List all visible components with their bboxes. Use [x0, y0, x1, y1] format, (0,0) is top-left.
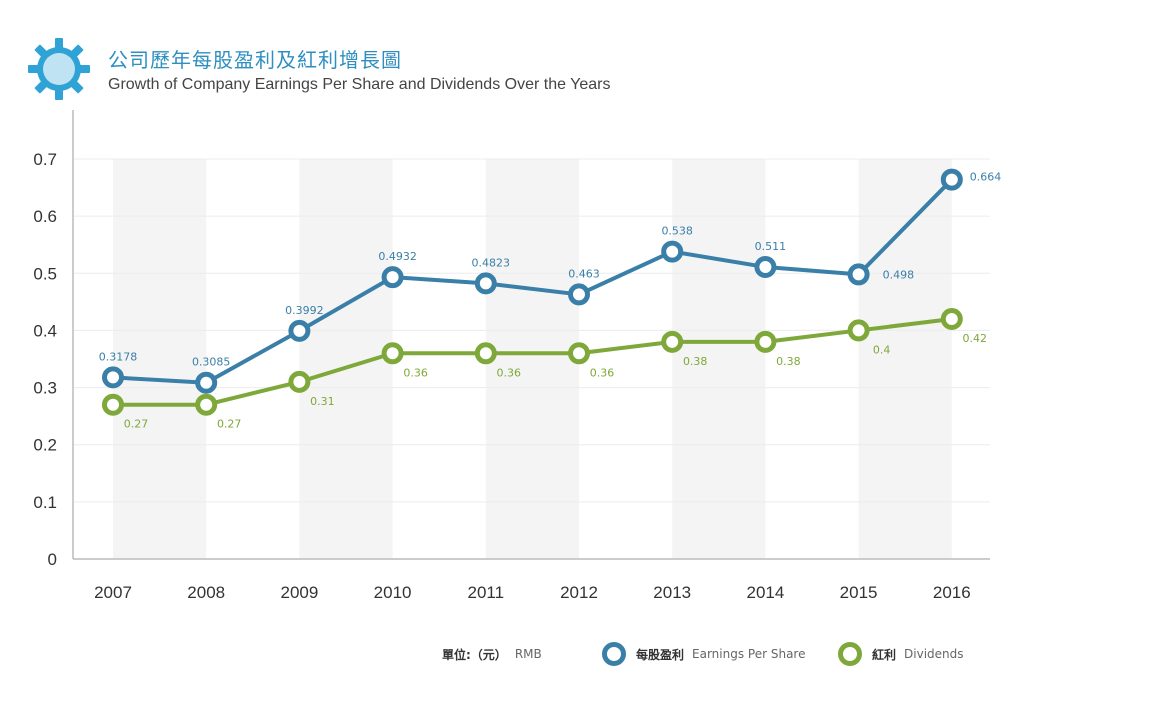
dividends-data-point [754, 330, 777, 353]
y-tick-label: 0.6 [33, 207, 57, 226]
x-tick-label: 2012 [560, 583, 598, 602]
dividends-data-label: 0.36 [497, 366, 522, 379]
chart-title-en: Growth of Company Earnings Per Share and… [108, 76, 611, 93]
y-tick-label: 0.3 [33, 379, 57, 398]
eps-data-label: 0.3992 [285, 304, 324, 317]
series-layer: 0.3178 0.3085 0.3992 0.4932 0.4823 0.463 0.538… [99, 168, 1002, 431]
background-band [672, 159, 766, 559]
axes [72, 110, 990, 560]
legend-div-zh: 紅利 [872, 647, 897, 662]
eps-data-point [568, 283, 590, 306]
x-tick-label: 2008 [187, 583, 225, 602]
eps-data-point [847, 263, 870, 286]
background-band [858, 159, 952, 559]
y-tick-label: 0.1 [33, 493, 57, 512]
dividends-data-label: 0.27 [124, 418, 149, 431]
dividends-data-point [102, 393, 124, 416]
gear-icon [28, 38, 90, 100]
eps-data-point [102, 366, 124, 389]
eps-series-line [112, 178, 954, 385]
dividends-data-point [940, 308, 963, 330]
eps-data-label: 0.3085 [192, 356, 231, 369]
y-tick-label: 0 [48, 550, 57, 569]
dividends-data-label: 0.27 [217, 418, 242, 431]
dividends-data-label: 0.38 [683, 355, 708, 368]
y-tick-label: 0.5 [33, 264, 57, 283]
eps-data-label: 0.664 [970, 171, 1002, 184]
eps-data-label: 0.4932 [378, 250, 417, 263]
eps-data-point [661, 240, 684, 263]
x-tick-label: 2010 [374, 583, 412, 602]
eps-data-point [940, 168, 963, 191]
chart-title-zh: 公司歷年每股盈利及紅利增長圖 [108, 48, 402, 72]
eps-data-label: 0.538 [661, 225, 693, 238]
dividends-data-point [474, 342, 497, 365]
eps-data-label: 0.4823 [472, 256, 511, 269]
dividends-data-point [381, 342, 404, 365]
chart-header: 公司歷年每股盈利及紅利增長圖 Growth of Company Earning… [28, 38, 728, 102]
x-tick-labels: 2007 2008 2009 2010 2011 2012 2013 2014 2015 2016 [94, 583, 971, 602]
x-tick-label: 2015 [840, 583, 878, 602]
eps-data-point [288, 319, 311, 342]
unit-label-zh: 單位:（元） [442, 647, 507, 662]
y-tick-label: 0.7 [33, 150, 57, 169]
eps-data-label: 0.3178 [99, 350, 138, 363]
x-tick-label: 2009 [280, 583, 318, 602]
dividends-data-label: 0.42 [963, 332, 988, 345]
background-band [485, 159, 579, 559]
y-tick-label: 0.2 [33, 436, 57, 455]
dividends-data-point [661, 330, 684, 353]
x-tick-label: 2007 [94, 583, 132, 602]
dividends-series-line [113, 317, 953, 407]
background-bands [113, 159, 952, 559]
eps-data-label: 0.511 [755, 240, 787, 253]
dividends-data-label: 0.36 [590, 366, 615, 379]
eps-data-point [195, 371, 218, 394]
dividends-data-label: 0.38 [776, 355, 801, 368]
dividends-data-label: 0.31 [310, 395, 335, 408]
dividends-data-point [568, 342, 590, 365]
eps-data-label: 0.498 [883, 268, 915, 281]
legend-div-en: Dividends [904, 647, 964, 661]
legend-item-eps: 每股盈利 Earnings Per Share [602, 640, 805, 668]
unit-label-en: RMB [514, 647, 542, 661]
dividends-data-point [847, 319, 870, 342]
y-tick-labels: 0 0.1 0.2 0.3 0.4 0.5 0.6 0.7 [33, 150, 57, 569]
legend-eps-zh: 每股盈利 [636, 647, 685, 662]
legend-eps-en: Earnings Per Share [692, 647, 806, 661]
dividends-data-point [288, 370, 311, 393]
x-tick-label: 2016 [933, 583, 971, 602]
eps-ring-icon [602, 642, 626, 666]
x-tick-label: 2011 [468, 583, 505, 602]
legend-item-dividends: 紅利 Dividends [838, 640, 964, 668]
eps-data-point [754, 256, 777, 278]
x-tick-label: 2013 [653, 583, 691, 602]
y-tick-label: 0.4 [33, 321, 57, 340]
x-tick-label: 2014 [746, 583, 784, 602]
dividends-data-point [195, 393, 218, 416]
eps-data-point [381, 266, 404, 289]
dividends-data-label: 0.36 [403, 366, 428, 379]
eps-data-label: 0.463 [568, 267, 600, 280]
dividends-data-label: 0.4 [873, 343, 891, 356]
legend: 單位:（元） RMB 每股盈利 Earnings Per Share 紅利 Di… [442, 640, 1002, 668]
background-band [113, 159, 207, 559]
legend-unit: 單位:（元） RMB [442, 640, 542, 668]
dividends-ring-icon [838, 642, 862, 666]
eps-data-point [474, 272, 497, 295]
